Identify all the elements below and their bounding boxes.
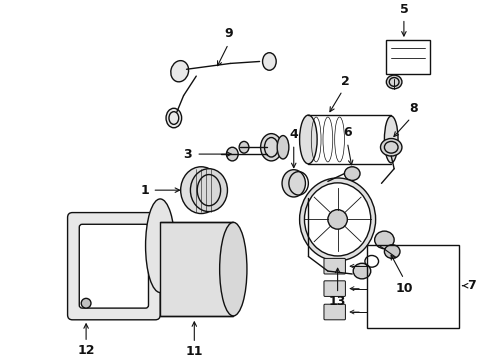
Ellipse shape (299, 178, 376, 261)
Text: 7: 7 (467, 279, 476, 292)
FancyBboxPatch shape (324, 304, 345, 320)
Text: 8: 8 (409, 102, 418, 115)
Ellipse shape (181, 167, 221, 213)
Ellipse shape (344, 167, 360, 180)
Text: 5: 5 (399, 3, 408, 16)
Text: 13: 13 (329, 296, 346, 309)
Ellipse shape (304, 183, 371, 256)
Text: 1: 1 (141, 184, 149, 197)
FancyBboxPatch shape (324, 281, 345, 296)
Text: 3: 3 (183, 148, 192, 161)
Ellipse shape (146, 199, 175, 293)
Text: 6: 6 (343, 126, 352, 139)
FancyBboxPatch shape (68, 212, 160, 320)
Text: 12: 12 (77, 344, 95, 357)
Ellipse shape (282, 170, 305, 197)
Text: 10: 10 (395, 282, 413, 295)
FancyBboxPatch shape (160, 222, 233, 316)
Text: 9: 9 (224, 27, 233, 40)
Ellipse shape (263, 53, 276, 70)
Ellipse shape (299, 115, 317, 164)
Ellipse shape (261, 134, 282, 161)
Bar (386, 40, 430, 74)
Ellipse shape (328, 210, 347, 229)
Text: 2: 2 (341, 75, 350, 88)
Ellipse shape (353, 263, 371, 279)
Ellipse shape (375, 231, 394, 249)
FancyBboxPatch shape (324, 258, 345, 274)
Ellipse shape (239, 141, 249, 153)
Ellipse shape (381, 139, 402, 156)
Text: 4: 4 (290, 129, 298, 141)
Ellipse shape (191, 169, 227, 212)
Ellipse shape (81, 298, 91, 308)
Ellipse shape (386, 75, 402, 89)
Ellipse shape (277, 136, 289, 159)
Text: 11: 11 (186, 345, 203, 358)
Ellipse shape (226, 147, 238, 161)
Ellipse shape (171, 60, 189, 82)
Ellipse shape (384, 245, 400, 258)
FancyBboxPatch shape (79, 224, 148, 308)
Ellipse shape (166, 108, 182, 128)
Bar (367, 245, 460, 328)
Ellipse shape (220, 222, 247, 316)
Ellipse shape (384, 116, 398, 163)
